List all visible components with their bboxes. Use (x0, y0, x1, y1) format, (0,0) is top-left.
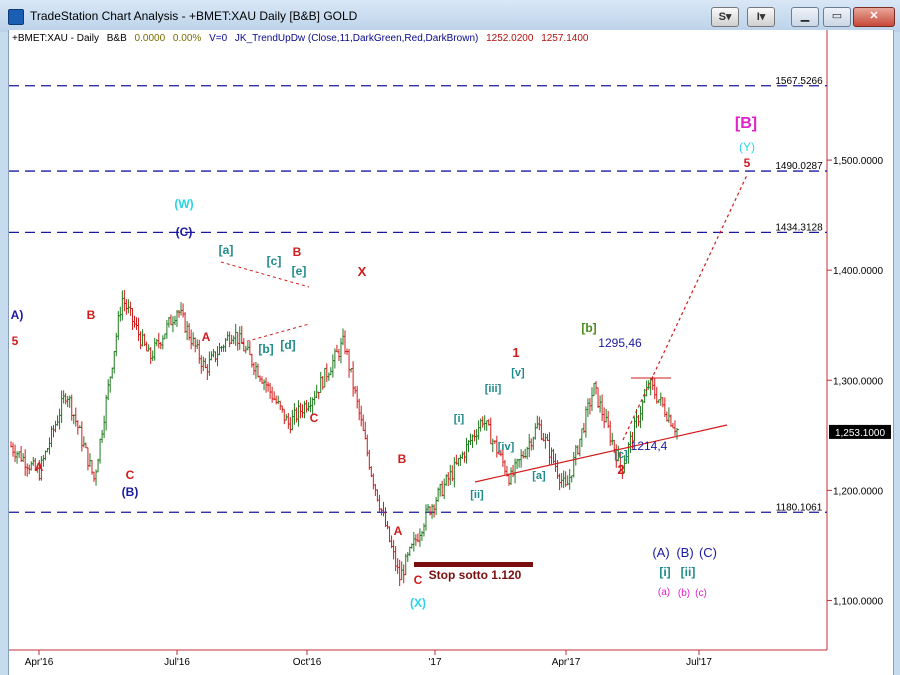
close-icon: ✕ (869, 10, 879, 22)
price1-label: 1252.0200 (486, 33, 534, 44)
window-title: TradeStation Chart Analysis - +BMET:XAU … (30, 9, 358, 23)
wave-label: [ii] (470, 489, 484, 501)
wave-label: [b] (258, 342, 273, 356)
s-menu-button[interactable]: S▾ (711, 7, 739, 27)
wave-label: 1 (512, 345, 519, 360)
wave-label: B (87, 308, 96, 322)
wave-label: [b] (581, 321, 596, 335)
close-button[interactable]: ✕ (853, 7, 895, 27)
wave-label: B (398, 452, 407, 466)
value1-label: 0.0000 (134, 33, 166, 44)
wave-label: (B) (122, 485, 139, 499)
support-trendline (474, 424, 728, 483)
price-annotation: 1295,46 (598, 336, 642, 350)
chevron-down-icon: ▾ (759, 11, 766, 23)
indicator-label: JK_TrendUpDw (Close,11,DarkGreen,Red,Dar… (234, 33, 479, 44)
chart-header: +BMET:XAU - Daily B&B 0.0000 0.00% V=0 J… (12, 33, 593, 44)
wave-label: [iii] (485, 383, 502, 395)
wave-label: [iv] (498, 441, 515, 453)
price-tick-label: 1,100.0000 (833, 596, 883, 607)
symbol-label: +BMET:XAU - Daily (12, 33, 99, 44)
wave-label: A (394, 524, 403, 538)
value2-label: 0.00% (172, 33, 202, 44)
price-tick-label: 1,300.0000 (833, 376, 883, 387)
wave-label: C (310, 411, 319, 425)
chart-area[interactable]: 1,500.0000 1,400.0000 1,300.0000 1,200.0000… (8, 30, 894, 675)
projection-line (622, 174, 748, 441)
bb-label: B&B (106, 33, 127, 44)
wave-label: [c] (267, 254, 282, 268)
title-bar[interactable]: TradeStation Chart Analysis - +BMET:XAU … (0, 0, 900, 32)
chevron-down-icon: ▾ (725, 11, 732, 23)
minimize-icon: ▁ (800, 10, 810, 22)
wave-label: X (358, 264, 367, 279)
wave-label: [i] (454, 413, 465, 425)
fib-level-label: 1434.3128 (775, 222, 823, 233)
projection-label: (c) (695, 588, 707, 599)
price-tick-label: 1,400.0000 (833, 266, 883, 277)
price-annotation: 1214,4 (631, 439, 668, 453)
fib-level-label: 1180.1061 (776, 502, 823, 513)
fib-level-label: 1567.5266 (775, 76, 823, 87)
projection-label: (C) (699, 545, 717, 560)
fib-level-label: 1490.0287 (775, 161, 823, 172)
projection-label: [i] (659, 565, 670, 579)
wave-label: [B] (735, 115, 757, 132)
wave-label: [d] (280, 338, 295, 352)
i-menu-label: I (756, 11, 760, 23)
wave-label: 5 (12, 334, 19, 348)
volume-label: V=0 (209, 33, 228, 44)
wave-label: [c] (614, 449, 628, 461)
wave-label: (W) (174, 197, 193, 211)
projection-label: (a) (658, 587, 670, 598)
triangle-lower-line (240, 323, 310, 344)
time-tick-label: Apr'16 (25, 657, 54, 668)
projection-label: (A) (652, 545, 669, 560)
time-tick-label: Apr'17 (552, 657, 581, 668)
price2-label: 1257.1400 (541, 33, 589, 44)
i-menu-button[interactable]: I▾ (747, 7, 775, 27)
wave-label: A (35, 460, 44, 474)
minimize-button[interactable]: ▁ (791, 7, 819, 27)
wave-label: [e] (292, 264, 307, 278)
projection-label: (b) (678, 588, 690, 599)
last-price-label: 1,253.1000 (835, 428, 885, 439)
wave-label: (Y) (739, 140, 755, 154)
wave-label: (X) (410, 596, 426, 610)
price-tick-label: 1,200.0000 (833, 486, 883, 497)
wave-label: 2 (617, 462, 624, 477)
wave-label: [v] (511, 367, 525, 379)
price-chart[interactable]: 1,500.0000 1,400.0000 1,300.0000 1,200.0000… (9, 30, 893, 675)
wave-label: B (293, 245, 302, 259)
projection-label: [ii] (681, 565, 696, 579)
tradestation-icon (8, 9, 24, 25)
maximize-icon: ▭ (831, 10, 843, 22)
time-tick-label: '17 (428, 657, 441, 668)
s-menu-label: S (718, 11, 726, 23)
time-tick-label: Jul'17 (686, 657, 712, 668)
wave-label: (C) (176, 225, 193, 239)
wave-label: A) (11, 308, 24, 322)
projection-label: (B) (676, 545, 693, 560)
wave-label: [a] (219, 243, 234, 257)
wave-label: 5 (744, 156, 751, 170)
wave-label: C (414, 573, 423, 587)
time-tick-label: Oct'16 (293, 657, 322, 668)
last-price-box (829, 424, 891, 439)
wave-label: C (126, 468, 135, 482)
wave-label: A (202, 330, 211, 344)
wave-label: [a] (532, 470, 546, 482)
time-tick-label: Jul'16 (164, 657, 190, 668)
stop-level-bar (414, 562, 533, 567)
price-tick-label: 1,500.0000 (833, 156, 883, 167)
maximize-button[interactable]: ▭ (823, 7, 851, 27)
stop-label: Stop sotto 1.120 (429, 568, 522, 582)
